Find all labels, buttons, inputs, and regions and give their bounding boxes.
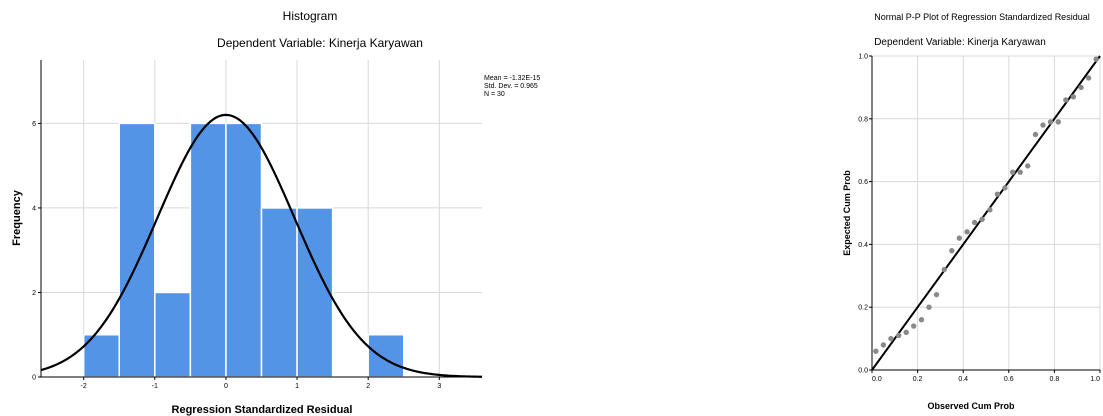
- y-tick-label: 2: [32, 290, 36, 297]
- pp-point: [994, 191, 1001, 197]
- pp-reference-line: [871, 55, 1101, 371]
- histogram-bars: [82, 122, 405, 378]
- pp-point: [1017, 169, 1023, 175]
- y-tick-label: 1.0: [858, 54, 868, 61]
- pp-point: [979, 216, 985, 222]
- pp-plot-panel: Normal P-P Plot of Regression Standardiz…: [842, 12, 1101, 411]
- pp-point: [895, 332, 902, 339]
- pp-point: [941, 266, 947, 273]
- y-tick-label: 0.6: [858, 179, 868, 186]
- pp-x-label: Observed Cum Prob: [927, 401, 1015, 411]
- pp-point: [933, 291, 940, 298]
- pp-point: [1055, 119, 1061, 125]
- pp-point: [949, 247, 955, 254]
- x-tick-label: 0.2: [913, 376, 923, 383]
- x-tick-label: 0.6: [1004, 376, 1014, 383]
- x-tick-label: 3: [437, 383, 441, 390]
- x-tick-label: 0.8: [1050, 376, 1060, 383]
- pp-points: [873, 56, 1099, 354]
- pp-title: Normal P-P Plot of Regression Standardiz…: [874, 12, 1089, 22]
- histogram-bar: [225, 122, 263, 378]
- pp-point: [880, 342, 887, 348]
- x-tick-label: 2: [366, 383, 370, 390]
- pp-point: [1009, 169, 1016, 175]
- pp-y-ticks: 0.0 0.2 0.4 0.6 0.8 1.0: [858, 54, 872, 375]
- pp-subtitle: Dependent Variable: Kinerja Karyawan: [874, 37, 1046, 48]
- pp-point: [911, 323, 917, 329]
- pp-grid: [872, 55, 1101, 370]
- normal-curve: [40, 113, 483, 378]
- pp-point: [971, 219, 978, 226]
- histogram-bar: [296, 207, 334, 378]
- pp-point: [1047, 119, 1054, 125]
- x-tick-label: -1: [152, 383, 158, 390]
- pp-point: [926, 304, 932, 310]
- y-tick-label: 0.0: [858, 368, 868, 375]
- histogram-bar: [189, 122, 227, 378]
- pp-point: [1002, 185, 1008, 191]
- x-tick-label: 0: [224, 383, 228, 390]
- histogram-y-label: Frequency: [11, 189, 23, 246]
- x-tick-label: 1: [295, 383, 299, 390]
- y-tick-label: 6: [32, 121, 36, 128]
- pp-point: [1085, 75, 1092, 81]
- y-tick-label: 0.8: [858, 116, 868, 123]
- y-tick-label: 0.2: [858, 305, 868, 312]
- stat-n: N = 30: [484, 91, 505, 98]
- histogram-bar: [260, 207, 298, 378]
- pp-point: [1063, 97, 1069, 103]
- y-tick-label: 0: [32, 375, 36, 382]
- pp-point: [888, 335, 894, 342]
- stat-mean: Mean = -1.32E-15: [484, 75, 540, 82]
- histogram-panel: Histogram Dependent Variable: Kinerja Ka…: [11, 9, 540, 416]
- histogram-x-label: Regression Standardized Residual: [172, 404, 353, 416]
- pp-point: [1032, 131, 1039, 138]
- histogram-bar: [154, 291, 192, 378]
- x-tick-label: 0.4: [958, 376, 968, 383]
- x-tick-label: 0.0: [872, 376, 882, 383]
- y-tick-label: 4: [32, 205, 36, 212]
- x-tick-label: -2: [81, 383, 87, 390]
- pp-point: [956, 235, 963, 241]
- pp-x-ticks: 0.0 0.2 0.4 0.6 0.8 1.0: [871, 370, 1101, 383]
- pp-point: [1040, 122, 1046, 128]
- pp-point: [964, 229, 970, 235]
- y-tick-label: 0.4: [858, 242, 868, 249]
- histogram-bar: [118, 122, 156, 378]
- histogram-title: Histogram: [283, 9, 338, 23]
- histogram-subtitle: Dependent Variable: Kinerja Karyawan: [217, 36, 423, 50]
- pp-point: [987, 207, 993, 213]
- pp-point: [1078, 84, 1084, 91]
- histogram-y-ticks: 0 2 4 6: [32, 121, 41, 382]
- pp-point: [903, 329, 909, 336]
- pp-point: [1093, 56, 1099, 62]
- histogram-bar: [367, 333, 405, 378]
- pp-point: [873, 348, 879, 354]
- histogram-x-ticks: -2 -1 0 1 2 3: [81, 377, 441, 390]
- pp-point: [1070, 94, 1077, 100]
- pp-point: [918, 317, 925, 323]
- pp-point: [1025, 163, 1031, 169]
- x-tick-label: 1.0: [1090, 376, 1100, 383]
- stat-std-dev: Std. Dev. = 0.965: [484, 83, 538, 90]
- pp-y-label: Expected Cum Prob: [842, 170, 852, 256]
- histogram-stats: Mean = -1.32E-15 Std. Dev. = 0.965 N = 3…: [484, 75, 540, 98]
